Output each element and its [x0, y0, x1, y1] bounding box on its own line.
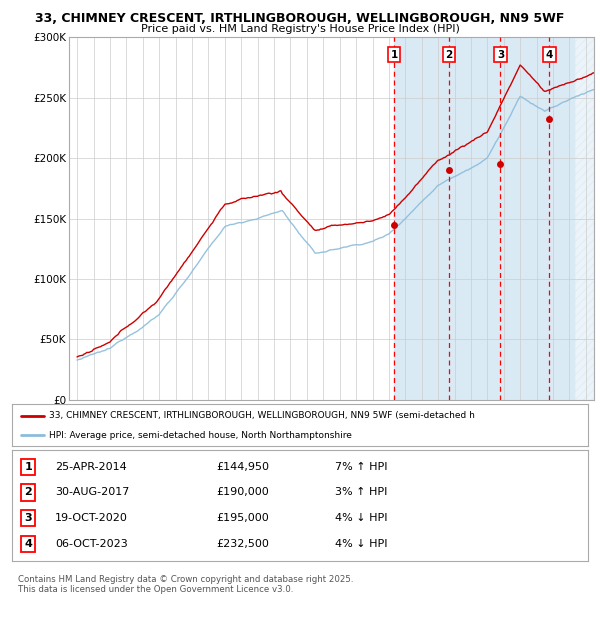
- Text: £195,000: £195,000: [217, 513, 269, 523]
- Text: 25-APR-2014: 25-APR-2014: [55, 462, 127, 472]
- Text: 06-OCT-2023: 06-OCT-2023: [55, 539, 128, 549]
- Text: 4% ↓ HPI: 4% ↓ HPI: [335, 513, 387, 523]
- Text: 4: 4: [24, 539, 32, 549]
- Text: 30-AUG-2017: 30-AUG-2017: [55, 487, 130, 497]
- Text: 4: 4: [545, 50, 553, 60]
- Text: £232,500: £232,500: [217, 539, 269, 549]
- Text: Contains HM Land Registry data © Crown copyright and database right 2025.
This d: Contains HM Land Registry data © Crown c…: [18, 575, 353, 594]
- Text: 19-OCT-2020: 19-OCT-2020: [55, 513, 128, 523]
- Text: £190,000: £190,000: [217, 487, 269, 497]
- Text: 3: 3: [25, 513, 32, 523]
- Text: HPI: Average price, semi-detached house, North Northamptonshire: HPI: Average price, semi-detached house,…: [49, 430, 352, 440]
- Text: 2: 2: [24, 487, 32, 497]
- Bar: [394, 37, 574, 400]
- Text: 33, CHIMNEY CRESCENT, IRTHLINGBOROUGH, WELLINGBOROUGH, NN9 5WF: 33, CHIMNEY CRESCENT, IRTHLINGBOROUGH, W…: [35, 12, 565, 25]
- Text: 7% ↑ HPI: 7% ↑ HPI: [335, 462, 387, 472]
- Text: 33, CHIMNEY CRESCENT, IRTHLINGBOROUGH, WELLINGBOROUGH, NN9 5WF (semi-detached h: 33, CHIMNEY CRESCENT, IRTHLINGBOROUGH, W…: [49, 411, 475, 420]
- Text: Price paid vs. HM Land Registry's House Price Index (HPI): Price paid vs. HM Land Registry's House …: [140, 24, 460, 33]
- Text: 1: 1: [24, 462, 32, 472]
- Text: 1: 1: [391, 50, 398, 60]
- Text: 3% ↑ HPI: 3% ↑ HPI: [335, 487, 387, 497]
- Text: 3: 3: [497, 50, 504, 60]
- Text: £144,950: £144,950: [217, 462, 269, 472]
- Text: 4% ↓ HPI: 4% ↓ HPI: [335, 539, 387, 549]
- Bar: [574, 37, 599, 400]
- Text: 2: 2: [445, 50, 452, 60]
